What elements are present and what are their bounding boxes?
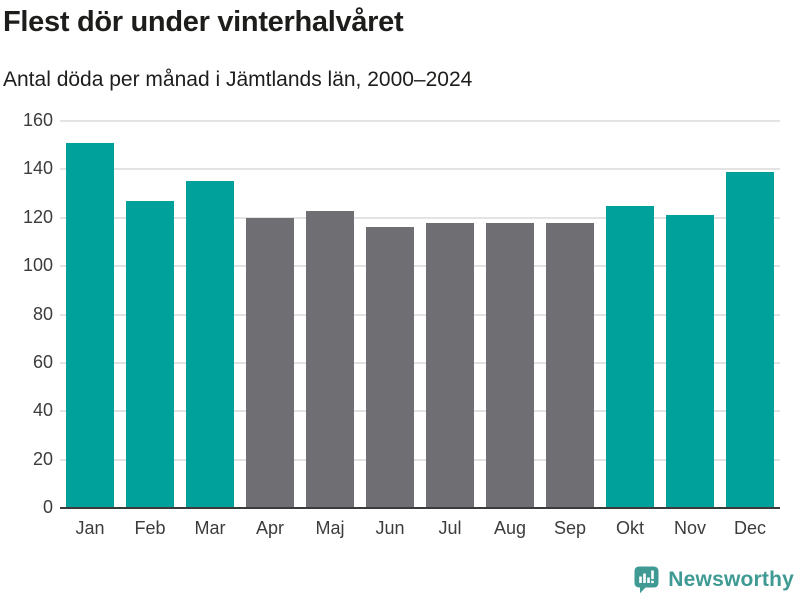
- chart-subtitle: Antal döda per månad i Jämtlands län, 20…: [3, 68, 473, 91]
- x-tick-label-maj: Maj: [315, 518, 345, 538]
- x-tick-label-dec: Dec: [733, 518, 766, 538]
- brand-name: Newsworthy: [668, 567, 794, 591]
- bar-feb: [126, 200, 174, 508]
- x-tick-label-nov: Nov: [673, 518, 706, 538]
- x-tick-label-jun: Jun: [375, 518, 405, 538]
- y-tick-label-60: 60: [32, 351, 53, 372]
- x-tick-label-mar: Mar: [194, 518, 226, 538]
- chart-title: Flest dör under vinterhalvåret: [3, 6, 404, 38]
- y-tick-label-20: 20: [32, 448, 53, 469]
- y-tick-label-160: 160: [22, 110, 53, 130]
- gridline-100: [60, 265, 780, 268]
- bar-jul: [426, 222, 474, 508]
- bar-dec: [726, 171, 774, 508]
- x-axis-line: [60, 507, 780, 509]
- x-tick-label-feb: Feb: [134, 518, 166, 538]
- y-tick-label-120: 120: [22, 206, 53, 227]
- y-tick-label-0: 0: [42, 497, 53, 517]
- newsworthy-logo: Newsworthy: [633, 565, 794, 594]
- x-tick-label-aug: Aug: [493, 518, 527, 538]
- x-tick-label-okt: Okt: [615, 518, 644, 538]
- bar-maj: [306, 210, 354, 508]
- bar-nov: [666, 215, 714, 508]
- y-tick-label-140: 140: [22, 158, 53, 179]
- plot-area: [60, 120, 780, 508]
- bar-okt: [606, 205, 654, 508]
- x-tick-label-sep: Sep: [553, 518, 587, 538]
- gridline-80: [60, 313, 780, 316]
- bar-aug: [486, 222, 534, 508]
- gridline-20: [60, 458, 780, 461]
- y-tick-label-100: 100: [22, 255, 53, 276]
- y-tick-label-40: 40: [32, 400, 53, 421]
- gridline-40: [60, 410, 780, 413]
- gridline-120: [60, 216, 780, 219]
- x-tick-label-apr: Apr: [255, 518, 284, 538]
- bar-jun: [366, 227, 414, 508]
- x-tick-label-jan: Jan: [75, 518, 105, 538]
- newsworthy-bar-chart-speech-bubble-icon: [633, 565, 660, 594]
- y-tick-label-80: 80: [32, 303, 53, 324]
- gridline-140: [60, 168, 780, 171]
- bar-jan: [66, 142, 114, 508]
- gridline-160: [60, 120, 780, 122]
- x-tick-label-jul: Jul: [438, 518, 462, 538]
- bar-apr: [246, 217, 294, 508]
- gridline-60: [60, 361, 780, 364]
- bar-mar: [186, 181, 234, 508]
- bar-sep: [546, 222, 594, 508]
